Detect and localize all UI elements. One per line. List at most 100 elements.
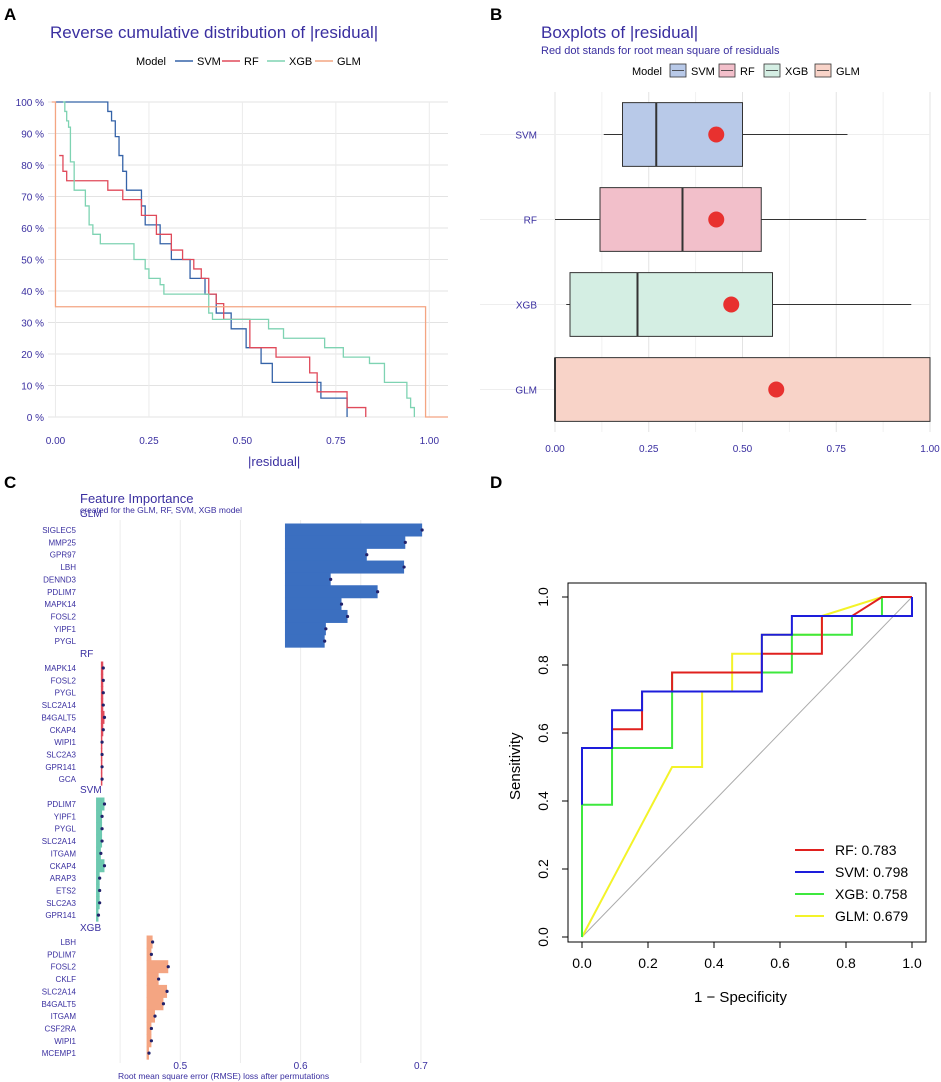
panel-a-xlabel: |residual|	[248, 454, 300, 469]
panel-a-legend-title: Model	[136, 56, 166, 68]
panel-c-bar-glm	[284, 634, 325, 648]
panel-b-subtitle: Red dot stands for root mean square of r…	[541, 45, 780, 57]
panel-a-ytick: 60 %	[21, 224, 44, 235]
panel-c-bar-tip-glm	[324, 627, 328, 631]
panel-d-series	[581, 596, 913, 938]
panel-c-bar-glm	[284, 523, 423, 537]
panel-b-xtick: 0.75	[827, 444, 847, 455]
panel-c-bar-xgb	[146, 972, 159, 986]
panel-c-bar-glm	[284, 622, 326, 636]
panel-a-ytick: 10 %	[21, 382, 44, 393]
panel-b-legend: SVM RF XGB GLM	[669, 63, 860, 78]
panel-a-ytick: 80 %	[21, 161, 44, 172]
panel-c-bar-tip-glm	[420, 528, 424, 532]
panel-c-group-title-svm: SVM	[80, 785, 102, 796]
panel-c-feature-label: LBH	[60, 938, 76, 947]
panel-c-bar-tip-glm	[376, 590, 380, 594]
panel-c-bar-tip-glm	[402, 565, 406, 569]
panel-c-bar-svm	[96, 822, 103, 836]
panel-c-feature-label: SIGLEC5	[42, 526, 76, 535]
panel-b-legend-label-xgb: XGB	[785, 66, 808, 78]
panel-c-bar-xgb	[146, 935, 153, 949]
panel-c-feature-label: SLC2A14	[42, 701, 77, 710]
panel-c-title: Feature Importance	[80, 491, 193, 506]
panel-a-legend: SVM RF XGB GLM	[175, 56, 361, 68]
panel-c-bar-tip-rf	[101, 691, 105, 695]
panel-c-feature-label: WIPI1	[54, 738, 76, 747]
panel-d-xtick: 1.0	[902, 955, 922, 971]
panel-c-bar-glm	[284, 535, 406, 549]
panel-c-bar-tip-rf	[101, 728, 105, 732]
panel-d-ytick: 0.2	[535, 859, 551, 879]
panel-b-category-svm: SVM	[515, 131, 537, 142]
panel-c-feature-label: FOSL2	[51, 963, 77, 972]
panel-d-ytick: 0.8	[535, 655, 551, 675]
panel-a-line-rf	[59, 154, 367, 417]
panel-c-bar-xgb	[146, 1021, 152, 1035]
panel-a-ytick: 70 %	[21, 193, 44, 204]
panel-c-feature-label: PDLIM7	[47, 588, 76, 597]
panel-c-bar-tip-glm	[323, 639, 327, 643]
panel-c-bar-tip-svm	[100, 839, 104, 843]
panel-c-feature-label: YIPF1	[54, 625, 77, 634]
panel-c-bar-tip-glm	[329, 577, 333, 582]
panel-d-legend-label-glm: GLM: 0.679	[835, 908, 908, 924]
panel-b-box-svm	[622, 102, 743, 167]
panel-c-feature-label: CKLF	[56, 975, 77, 984]
panel-c-feature-label: SLC2A3	[46, 899, 76, 908]
panel-c-bar-tip-xgb	[151, 940, 155, 944]
panel-c-bar-tip-svm	[100, 827, 104, 831]
panel-b-xtick: 0.25	[639, 444, 659, 455]
panel-d-legend-label-svm: SVM: 0.798	[835, 864, 908, 880]
panel-c-bar-tip-svm	[98, 888, 102, 893]
panel-c-bar-tip-rf	[101, 678, 105, 682]
panel-c-bar-xgb	[146, 984, 168, 998]
panel-label-c: C	[4, 473, 16, 492]
panel-c-bar-tip-glm	[345, 614, 350, 619]
panel-c-bar-tip-svm	[98, 901, 102, 905]
panel-c-feature-label: MAPK14	[44, 664, 76, 673]
panel-c-feature-label: MCEMP1	[42, 1049, 77, 1058]
panel-c-feature-label: GPR141	[45, 911, 76, 920]
panel-a-series	[51, 101, 448, 418]
panel-a-legend-label-xgb: XGB	[289, 56, 312, 68]
panel-c-bar-tip-xgb	[149, 1026, 153, 1031]
panel-c-bar-tip-xgb	[149, 1039, 153, 1043]
panel-label-a: A	[4, 5, 16, 24]
panel-d-ytick: 0.6	[535, 723, 551, 743]
panel-a-legend-label-rf: RF	[244, 56, 259, 68]
panel-c-bar-glm	[284, 572, 331, 586]
panel-c-feature-label: PYGL	[55, 825, 77, 834]
panel-c-feature-label: ETS2	[56, 886, 77, 895]
panel-a-legend-label-glm: GLM	[337, 56, 361, 68]
panel-c-xtick: 0.5	[173, 1061, 187, 1072]
panel-c-bar-svm	[96, 809, 103, 823]
panel-c-bar-tip-svm	[100, 814, 104, 818]
panel-b-rmse-dot-glm	[768, 381, 785, 398]
panel-a-ytick: 100 %	[16, 98, 44, 109]
panel-c-group-title-glm: GLM	[80, 509, 102, 520]
panel-d-axes: 0.0 0.2 0.4 0.6 0.8 1.0 0.0 0.2 0.4 0.6 0.8 1.0	[535, 587, 922, 971]
panel-b-xtick: 1.00	[920, 444, 940, 455]
panel-c-feature-label: PDLIM7	[47, 800, 76, 809]
panel-c-bar-tip-glm	[365, 553, 369, 557]
panel-c-bars: GLM SIGLEC5 MMP25 GPR97 LBH DENND3 PDLIM7 MAPK1…	[41, 509, 424, 1060]
panel-b-legend-label-rf: RF	[740, 66, 755, 78]
panel-c-feature-label: ARAP3	[50, 874, 77, 883]
panel-c-feature-label: WIPI1	[54, 1037, 76, 1046]
panel-c-bar-tip-rf	[100, 752, 104, 757]
panel-c-feature-label: MMP25	[48, 538, 76, 547]
panel-c-bar-tip-svm	[99, 851, 103, 856]
panel-b-category-glm: GLM	[515, 386, 537, 397]
panel-d-line-rf	[581, 596, 912, 805]
panel-c-bar-tip-xgb	[157, 977, 161, 981]
panel-c-bar-svm	[96, 846, 101, 860]
panel-c-feature-label: B4GALT5	[41, 713, 76, 722]
panel-c-xtick: 0.6	[294, 1061, 308, 1072]
panel-d-ytick: 1.0	[535, 587, 551, 607]
panel-c-feature-label: GCA	[59, 775, 77, 784]
panel-c-bar-xgb	[146, 1009, 156, 1023]
panel-d-xlabel: 1 − Specificity	[694, 989, 787, 1006]
panel-c-group-title-rf: RF	[80, 649, 93, 660]
